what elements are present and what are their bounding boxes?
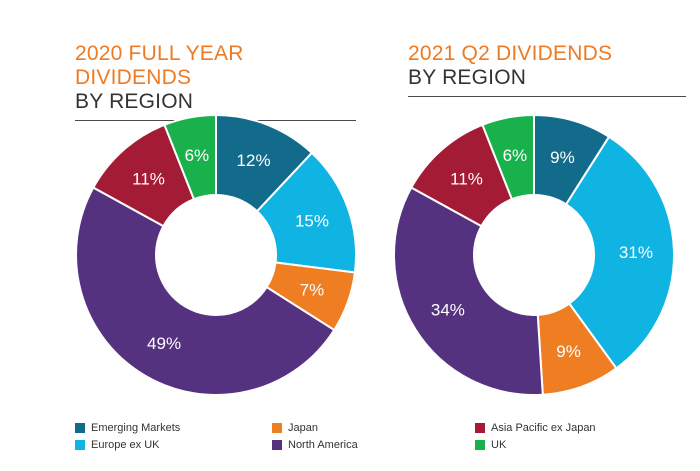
legend-swatch bbox=[272, 423, 282, 433]
legend-item-europe-ex-uk: Europe ex UK bbox=[75, 439, 159, 451]
legend-swatch bbox=[475, 440, 485, 450]
title-divider bbox=[408, 96, 686, 97]
legend-item-emerging-markets: Emerging Markets bbox=[75, 422, 180, 434]
legend-item-north-america: North America bbox=[272, 439, 358, 451]
chart-title-line2: BY REGION bbox=[408, 66, 527, 89]
donut-chart-1: 12% 15% 7% 49% 11% 6% bbox=[75, 113, 357, 396]
legend-swatch bbox=[75, 423, 85, 433]
legend-label: Emerging Markets bbox=[91, 422, 181, 434]
legend-swatch bbox=[475, 423, 485, 433]
slice-north-america bbox=[75, 186, 336, 396]
slice-label-asia-pacific-ex-japan: 11% bbox=[450, 169, 483, 188]
chart-title-line1: 2020 FULL YEAR DIVIDENDS bbox=[75, 42, 244, 89]
legend-swatch bbox=[272, 440, 282, 450]
slice-label-north-america: 49% bbox=[147, 334, 181, 353]
slice-europe-ex-uk bbox=[255, 151, 357, 274]
legend-swatch bbox=[75, 440, 85, 450]
legend-item-asia-pacific-ex-japan: Asia Pacific ex Japan bbox=[475, 422, 596, 434]
slice-label-emerging-markets: 12% bbox=[237, 151, 271, 170]
slice-label-asia-pacific-ex-japan: 11% bbox=[132, 169, 165, 188]
slice-uk bbox=[163, 113, 217, 201]
chart-title-2021-q2: 2021 Q2 DIVIDENDS BY REGION bbox=[408, 42, 686, 97]
legend-label: Japan bbox=[288, 422, 318, 434]
legend-item-uk: UK bbox=[475, 439, 506, 451]
chart-title-line2: BY REGION bbox=[75, 90, 194, 113]
chart-title-line1: 2021 Q2 DIVIDENDS bbox=[408, 42, 613, 65]
donut-chart-2: 9% 31% 9% 34% 11% 6% bbox=[393, 113, 675, 396]
slice-label-uk: 6% bbox=[185, 146, 210, 165]
slice-north-america bbox=[393, 186, 544, 396]
legend-label: UK bbox=[491, 439, 507, 451]
slice-uk bbox=[481, 113, 535, 201]
legend-label: North America bbox=[288, 439, 358, 451]
slice-label-europe-ex-uk: 31% bbox=[619, 243, 653, 262]
legend-item-japan: Japan bbox=[272, 422, 318, 434]
slice-label-europe-ex-uk: 15% bbox=[295, 211, 329, 230]
slice-label-uk: 6% bbox=[503, 146, 528, 165]
legend-label: Asia Pacific ex Japan bbox=[491, 422, 596, 434]
slice-label-north-america: 34% bbox=[431, 301, 465, 320]
slice-europe-ex-uk bbox=[564, 135, 675, 370]
slice-label-japan: 9% bbox=[556, 342, 581, 361]
slice-label-japan: 7% bbox=[300, 281, 325, 300]
legend-label: Europe ex UK bbox=[91, 439, 160, 451]
slice-label-emerging-markets: 9% bbox=[550, 148, 575, 167]
